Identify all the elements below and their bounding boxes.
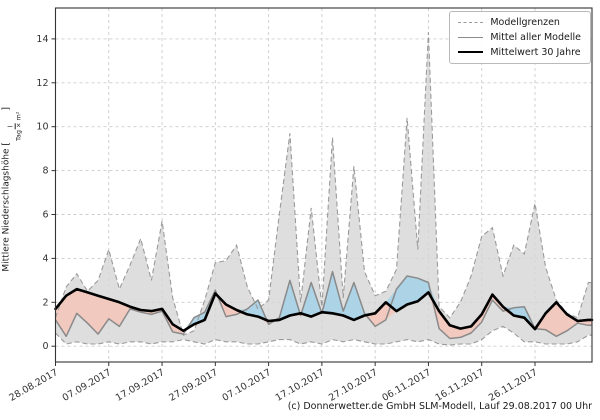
legend-label: Mittel aller Modelle: [490, 31, 581, 43]
legend: Modellgrenzen Mittel aller Modelle Mittelw…: [449, 11, 591, 64]
upper-bound-line: [54, 32, 592, 336]
y-tick-label: 8: [42, 166, 48, 177]
x-tick-label: 26.11.2017: [487, 367, 540, 404]
x-tick-label: 07.09.2017: [61, 367, 114, 404]
y-tick-label: 12: [36, 78, 48, 89]
x-tick-label: 06.11.2017: [380, 367, 433, 404]
legend-line-sample-solid-gray: [458, 36, 484, 38]
x-tick-label: 28.08.2017: [7, 367, 60, 404]
y-tick-label: 14: [36, 34, 48, 45]
y-axis-unit-denominator: Tag × m²: [14, 111, 23, 142]
model-range-band: [55, 32, 592, 346]
x-tick-label: 17.10.2017: [274, 367, 327, 404]
below-normal-area: [55, 289, 592, 339]
lower-bound-line: [55, 325, 592, 346]
y-tick-label: 4: [42, 253, 48, 264]
legend-label: Modellgrenzen: [490, 16, 560, 28]
y-tick-label: 2: [42, 297, 48, 308]
y-axis-label: Mittlere Niederschlagshöhe [l Tag × m²]: [2, 69, 23, 309]
legend-line-sample-solid-black-thick: [458, 51, 484, 53]
climate-mean-line: [54, 287, 594, 333]
x-tick-label: 16.11.2017: [434, 367, 487, 404]
x-tick-label: 27.10.2017: [327, 367, 380, 404]
legend-line-sample-dashed-gray: [458, 21, 484, 23]
y-axis-unit-fraction: l Tag × m²: [7, 111, 23, 142]
copyright-caption: (c) Donnerwetter.de GmbH SLM-Modell, Lau…: [287, 401, 592, 412]
legend-label: Mittelwert 30 Jahre: [490, 46, 581, 58]
y-axis-label-prefix: Mittlere Niederschlagshöhe [: [1, 142, 12, 272]
y-tick-label: 6: [42, 210, 48, 221]
legend-item: Mittel aller Modelle: [458, 31, 581, 43]
x-tick-label: 07.10.2017: [220, 367, 273, 404]
legend-item: Modellgrenzen: [458, 16, 581, 28]
y-tick-label: 0: [42, 341, 48, 352]
x-tick-label: 17.09.2017: [114, 367, 167, 404]
x-tick-label: 27.09.2017: [167, 367, 220, 404]
plot-border: [54, 7, 593, 363]
legend-item: Mittelwert 30 Jahre: [458, 46, 581, 58]
y-axis-label-suffix: ]: [1, 107, 12, 111]
y-tick-label: 10: [36, 122, 48, 133]
